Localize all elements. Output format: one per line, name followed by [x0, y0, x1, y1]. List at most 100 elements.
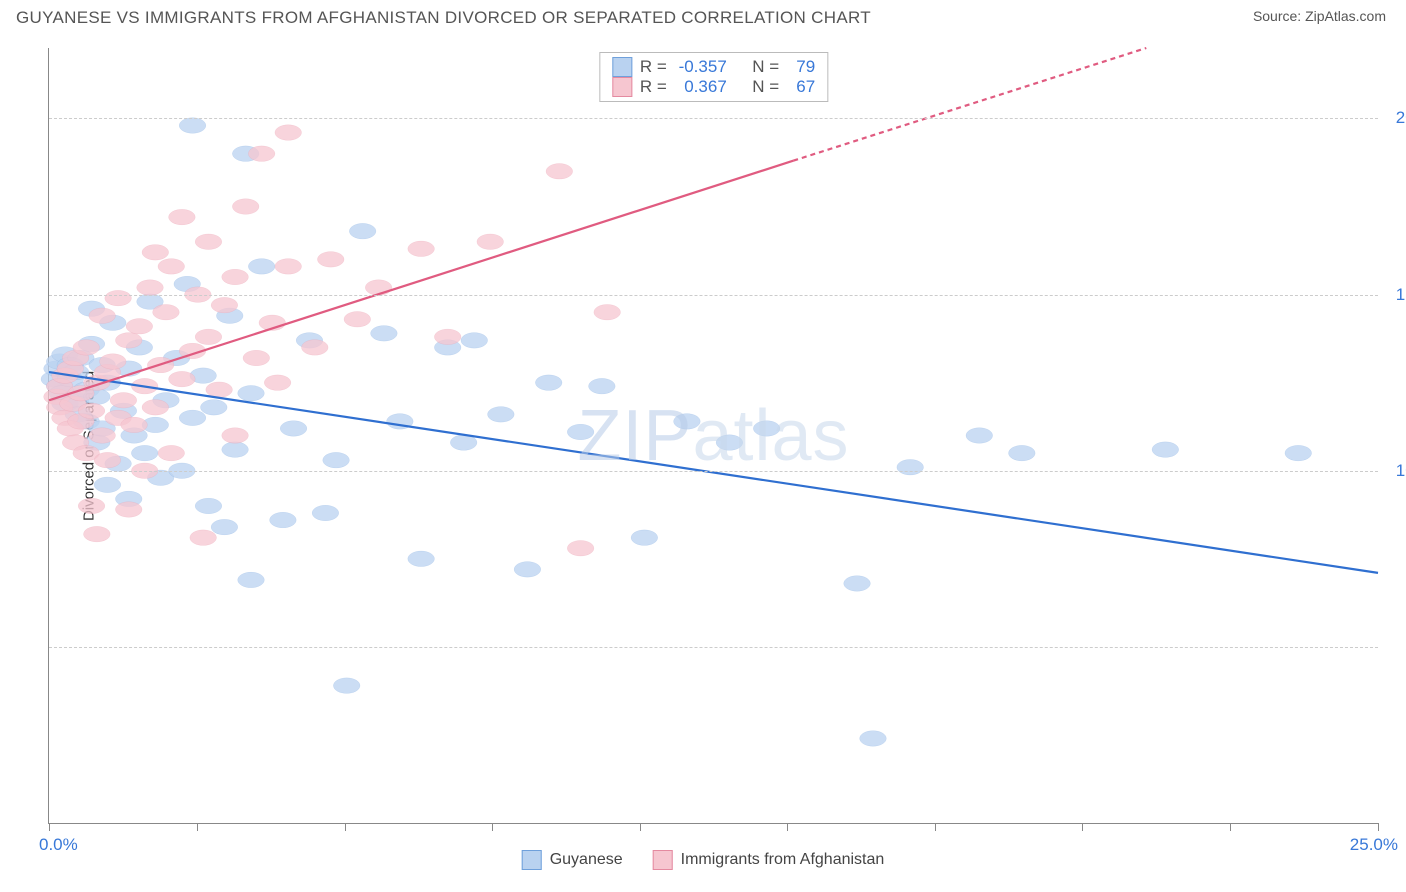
data-point: [137, 280, 164, 296]
data-point: [333, 678, 360, 694]
regression-line: [49, 372, 1378, 573]
data-point: [275, 259, 302, 275]
data-point: [860, 731, 887, 747]
data-point: [89, 428, 116, 444]
data-point: [121, 417, 148, 433]
data-point: [78, 403, 105, 419]
regression-line-extrapolated: [793, 48, 1146, 161]
data-point: [753, 421, 780, 437]
data-point: [514, 562, 541, 578]
data-point: [142, 245, 169, 261]
data-point: [546, 164, 573, 180]
x-tick-label-min: 0.0%: [39, 835, 78, 855]
data-point: [365, 280, 392, 296]
data-point: [312, 505, 339, 521]
data-point: [302, 340, 329, 356]
data-point: [190, 530, 217, 546]
data-point: [589, 378, 616, 394]
data-point: [461, 333, 488, 349]
x-tick: [1378, 823, 1379, 831]
data-point: [115, 333, 142, 349]
stat-n-value: 67: [787, 77, 815, 97]
legend-item: Immigrants from Afghanistan: [653, 850, 885, 870]
x-tick: [1082, 823, 1083, 831]
stat-r-label: R =: [640, 57, 667, 77]
data-point: [1009, 445, 1036, 461]
data-point: [535, 375, 562, 391]
data-point: [408, 241, 435, 257]
data-point: [344, 312, 371, 328]
legend-swatch: [612, 57, 632, 77]
x-tick: [345, 823, 346, 831]
data-point: [232, 199, 259, 215]
data-point: [631, 530, 658, 546]
x-tick: [492, 823, 493, 831]
data-point: [716, 435, 743, 451]
data-point: [195, 329, 222, 345]
data-point: [1285, 445, 1312, 461]
data-point: [84, 526, 111, 542]
y-tick-label: 20.0%: [1396, 108, 1406, 128]
source-label: Source: ZipAtlas.com: [1253, 8, 1386, 24]
data-point: [206, 382, 233, 398]
chart-svg: [49, 48, 1378, 823]
data-point: [317, 252, 344, 268]
data-point: [78, 498, 105, 514]
stat-r-value: -0.357: [675, 57, 727, 77]
data-point: [408, 551, 435, 567]
y-tick-label: 15.0%: [1396, 285, 1406, 305]
data-point: [169, 209, 196, 225]
x-tick-label-max: 25.0%: [1350, 835, 1398, 855]
data-point: [270, 512, 297, 528]
data-point: [477, 234, 504, 250]
data-point: [89, 308, 116, 324]
data-point: [115, 502, 142, 518]
gridline: [49, 295, 1378, 296]
legend-item: Guyanese: [522, 850, 623, 870]
y-tick-label: 10.0%: [1396, 461, 1406, 481]
data-point: [275, 125, 302, 141]
legend-bottom: Guyanese Immigrants from Afghanistan: [522, 850, 885, 870]
data-point: [349, 223, 376, 239]
data-point: [110, 393, 137, 409]
data-point: [222, 269, 249, 285]
data-point: [179, 410, 206, 426]
stat-n-value: 79: [787, 57, 815, 77]
chart-title: GUYANESE VS IMMIGRANTS FROM AFGHANISTAN …: [16, 8, 871, 28]
data-point: [195, 234, 222, 250]
data-point: [567, 424, 594, 440]
data-point: [264, 375, 291, 391]
data-point: [434, 329, 461, 345]
legend-stats-row: R = -0.357 N = 79: [612, 57, 815, 77]
data-point: [844, 576, 871, 592]
x-tick: [1230, 823, 1231, 831]
regression-line: [49, 161, 793, 401]
data-point: [195, 498, 222, 514]
x-tick: [197, 823, 198, 831]
data-point: [73, 340, 100, 356]
data-point: [201, 400, 228, 416]
gridline: [49, 647, 1378, 648]
data-point: [131, 445, 158, 461]
data-point: [153, 304, 180, 320]
chart-plot-area: ZIPatlas R =-0.357 N =79R =0.367 N =67 0…: [48, 48, 1378, 824]
data-point: [897, 459, 924, 475]
legend-label: Guyanese: [550, 851, 623, 869]
gridline: [49, 471, 1378, 472]
data-point: [280, 421, 307, 437]
data-point: [94, 452, 121, 468]
data-point: [142, 400, 169, 416]
data-point: [158, 259, 185, 275]
data-point: [126, 319, 153, 335]
stat-n-label: N =: [752, 57, 779, 77]
legend-label: Immigrants from Afghanistan: [681, 851, 885, 869]
data-point: [94, 477, 121, 493]
data-point: [966, 428, 993, 444]
gridline: [49, 118, 1378, 119]
legend-swatch: [653, 850, 673, 870]
x-tick: [935, 823, 936, 831]
data-point: [488, 407, 515, 423]
x-tick: [49, 823, 50, 831]
data-point: [211, 519, 238, 535]
legend-swatch: [612, 77, 632, 97]
